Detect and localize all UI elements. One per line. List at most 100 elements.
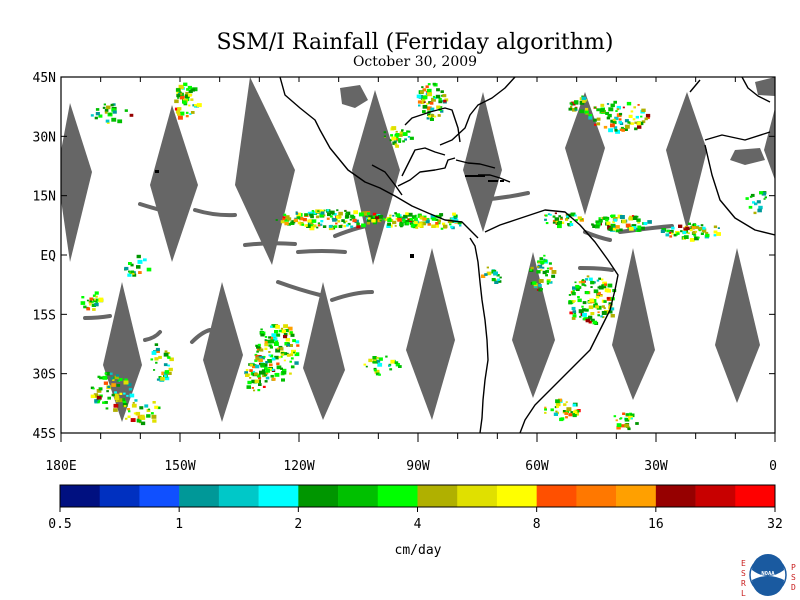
rain-pixel [604,283,607,286]
rain-pixel [161,371,166,376]
rain-pixel [632,226,637,230]
map-title: SSM/I Rainfall (Ferriday algorithm) [216,30,614,55]
rain-pixel [317,210,320,212]
rain-pixel [317,222,320,225]
colorbar-tick-label: 16 [648,517,664,532]
rain-pixel [123,392,126,395]
rain-pixel [294,361,299,365]
rain-pixel [546,267,550,270]
rain-pixel [400,216,403,218]
rain-pixel [405,212,409,216]
rain-pixel [192,87,198,92]
rain-pixel [590,280,595,285]
rain-pixel [494,280,499,284]
rain-pixel [114,396,120,400]
rain-pixel [573,300,576,302]
rain-pixel [167,356,171,359]
rain-pixel [387,218,392,222]
rain-pixel [588,301,591,303]
rain-pixel [130,418,136,422]
rain-pixel [246,385,251,389]
rain-pixel [613,100,617,104]
rain-pixel [634,127,638,131]
rain-pixel [138,271,142,274]
rain-pixel [596,305,602,310]
rain-pixel [643,222,648,226]
rain-pixel [186,88,190,91]
rain-pixel [689,238,695,242]
colorbar-swatch [179,485,220,507]
rain-pixel [453,214,458,218]
rain-pixel [256,350,259,353]
rainfall-cells [80,82,767,431]
rain-pixel [570,411,573,414]
rain-pixel [98,114,103,118]
rain-pixel [395,213,400,217]
rain-pixel [685,226,690,231]
rain-pixel [435,222,439,225]
rain-pixel [278,356,282,359]
rain-pixel [588,114,593,118]
rain-pixel [343,221,346,224]
rain-pixel [763,198,766,200]
colorbar-tick-labels: 0.5 1 2 4 8 16 32 [48,517,783,532]
esrl-letter-s: S [741,569,746,578]
rain-pixel [568,301,573,305]
rain-pixel [164,350,168,353]
rain-pixel [530,266,534,270]
rain-pixel [252,365,256,369]
rain-pixel [247,380,252,385]
rain-pixel [764,196,767,199]
rain-pixel [406,222,410,225]
rain-pixel [397,138,402,142]
rain-pixel [640,115,643,118]
rain-pixel [263,373,267,376]
rain-pixel [279,347,284,351]
rain-pixel [114,393,119,397]
rain-pixel [104,372,108,375]
rain-pixel [713,234,717,237]
rain-pixel [403,214,408,219]
rain-pixel [569,223,574,226]
rain-pixel [353,210,358,215]
rain-pixel [595,220,599,224]
rain-pixel [179,95,185,100]
rain-pixel [328,226,334,231]
rain-pixel [611,227,616,231]
rain-pixel [90,114,94,117]
rain-pixel [290,357,294,360]
rain-pixel [407,130,411,133]
rain-pixel [611,214,616,219]
rain-pixel [572,286,577,290]
rain-pixel [551,270,557,274]
rain-pixel [571,306,576,310]
rain-pixel [560,417,565,421]
rain-pixel [637,104,640,106]
rain-pixel [111,117,117,122]
colorbar-swatch [298,485,339,507]
rain-pixel [558,215,561,218]
rain-pixel [540,260,545,264]
rain-pixel [395,130,398,133]
rain-pixel [417,100,422,104]
rain-pixel [283,333,288,336]
rain-pixel [117,119,123,124]
rain-pixel [110,377,114,380]
rain-pixel [91,303,96,307]
rain-pixel [144,404,149,408]
rain-pixel [749,195,753,198]
rain-pixel [593,118,597,122]
rain-pixel [268,336,271,339]
rain-pixel [486,266,489,269]
rain-pixel [549,281,553,284]
rain-pixel [260,363,266,367]
rain-pixel [95,298,100,302]
rain-pixel [407,136,410,138]
rain-pixel [154,405,159,409]
rain-pixel [176,94,181,98]
rain-pixel [265,376,270,380]
islands [155,170,504,258]
rain-pixel [366,221,370,225]
rain-pixel [416,94,422,99]
rain-pixel [98,298,104,303]
